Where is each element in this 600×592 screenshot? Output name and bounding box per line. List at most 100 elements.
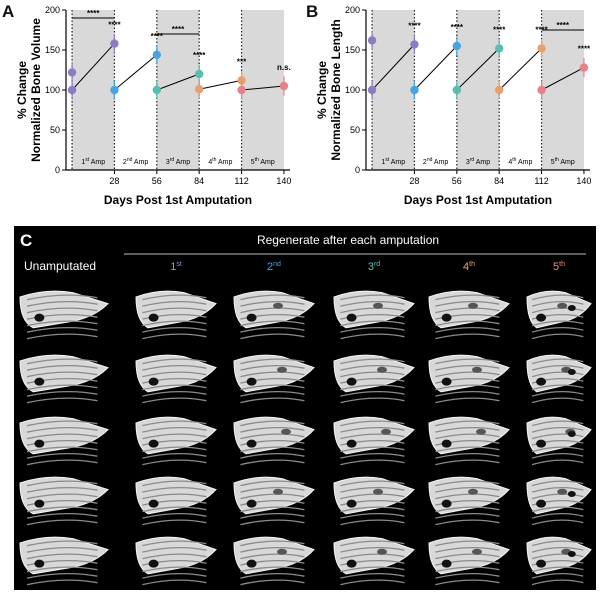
bone-texture: [240, 364, 305, 371]
bone-hole: [441, 377, 452, 386]
bone-scan: [333, 536, 415, 586]
bone-texture: [340, 358, 405, 365]
bone-texture: [26, 540, 98, 547]
bone-hole: [148, 377, 159, 386]
bracket-label: ****: [172, 25, 185, 34]
bone-hole: [246, 559, 257, 568]
bone-texture: [240, 307, 305, 314]
data-point: [579, 63, 589, 72]
bone-texture: [240, 546, 305, 553]
bone-texture: [142, 358, 207, 365]
bone-hole: [148, 559, 159, 568]
bone-texture: [435, 294, 500, 301]
data-point: [367, 85, 377, 95]
bone-texture: [340, 426, 405, 433]
bone-texture: [142, 579, 207, 586]
bone-texture: [435, 566, 500, 573]
bone-texture: [26, 559, 98, 566]
data-point: [452, 85, 462, 95]
bone-texture: [531, 452, 584, 459]
bone-scan: [526, 536, 592, 586]
bone-scan: [526, 290, 592, 340]
shaded-region: [156, 10, 200, 170]
bone-texture: [240, 446, 305, 453]
x-tick-label: 140: [576, 176, 591, 186]
x-tick-label: 56: [452, 176, 462, 186]
bone-texture: [26, 459, 98, 466]
bone-texture: [26, 433, 98, 440]
bone-texture: [435, 433, 500, 440]
amputation-column-label: 3rd: [368, 261, 380, 273]
bone-texture: [340, 452, 405, 459]
bone-texture: [26, 390, 98, 397]
bone-texture: [340, 320, 405, 327]
bone-hole: [441, 559, 452, 568]
bone-texture: [531, 566, 584, 573]
bone-texture: [340, 300, 405, 307]
bone-texture: [340, 559, 405, 566]
bone-texture: [531, 390, 584, 397]
bone-texture: [142, 313, 207, 320]
bone-scan: [526, 354, 592, 404]
bone-texture: [435, 546, 500, 553]
bone-texture: [26, 333, 98, 340]
bone-texture: [26, 499, 98, 506]
bone-scan: [526, 416, 592, 466]
bone-texture: [531, 512, 584, 519]
bone-texture: [435, 426, 500, 433]
bone-texture: [142, 572, 207, 579]
y-tick-label: 0: [55, 165, 60, 175]
amputation-column-label: 2nd: [267, 261, 281, 273]
bone-texture: [26, 553, 98, 560]
bone-texture: [531, 307, 584, 314]
bone-pore: [373, 302, 383, 309]
series-line: [71, 43, 115, 91]
bone-hole: [536, 313, 547, 322]
bone-scan: [233, 476, 315, 526]
bone-texture: [531, 358, 584, 365]
shaded-region: [241, 10, 284, 170]
bone-texture: [240, 371, 305, 378]
shaded-region: [456, 10, 500, 170]
bone-texture: [142, 559, 207, 566]
bone-texture: [142, 459, 207, 466]
bone-texture: [240, 566, 305, 573]
bone-texture: [340, 493, 405, 500]
data-point: [367, 36, 377, 45]
bone-texture: [531, 371, 584, 378]
y-tick-label: 50: [50, 125, 60, 135]
bone-texture: [142, 371, 207, 378]
bone-texture: [142, 452, 207, 459]
amputation-column-label: 4th: [463, 261, 475, 273]
bone-texture: [240, 326, 305, 333]
shaded-region: [541, 10, 584, 170]
y-axis-label: % ChangeNormalized Bone Volume: [15, 18, 43, 162]
data-point: [494, 44, 504, 53]
bone-pore: [567, 369, 576, 375]
data-point: [194, 85, 204, 94]
bone-texture: [240, 433, 305, 440]
bone-hole: [346, 559, 357, 568]
bone-texture: [240, 294, 305, 301]
bone-texture: [26, 493, 98, 500]
series-line: [414, 45, 458, 91]
bone-texture: [340, 439, 405, 446]
bone-pore: [567, 551, 576, 557]
bone-scan: [19, 476, 109, 526]
significance-label: ****: [193, 51, 206, 60]
panel-c-header: Regenerate after each amputation: [257, 233, 439, 247]
bone-texture: [240, 559, 305, 566]
bone-hole: [346, 499, 357, 508]
bone-texture: [531, 459, 584, 466]
bone-texture: [435, 553, 500, 560]
data-point: [410, 40, 419, 49]
bone-texture: [340, 553, 405, 560]
bone-texture: [435, 559, 500, 566]
bone-texture: [142, 397, 207, 404]
bone-hole: [246, 377, 257, 386]
bone-pore: [468, 302, 478, 309]
bone-texture: [435, 320, 500, 327]
bone-hole: [346, 313, 357, 322]
bone-scan: [135, 290, 217, 340]
bone-texture: [435, 512, 500, 519]
